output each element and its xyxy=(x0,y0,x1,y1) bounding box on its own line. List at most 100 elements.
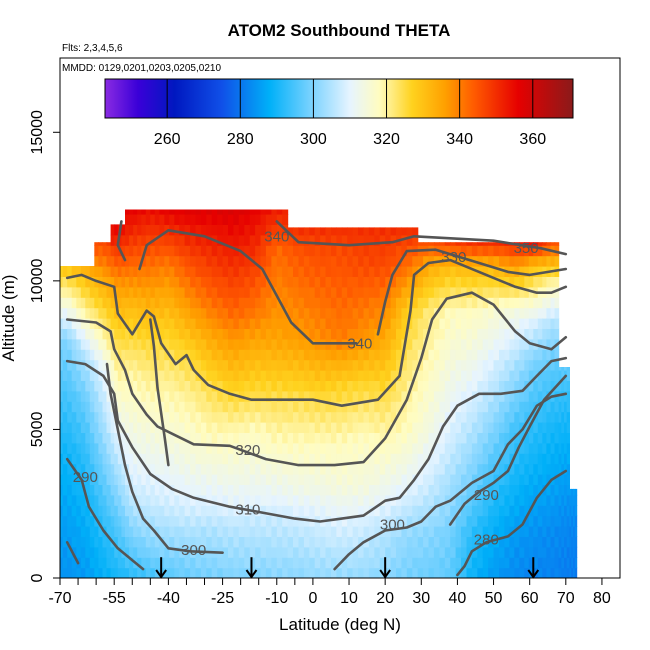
heatmap-cell xyxy=(129,276,134,288)
heatmap-cell xyxy=(455,380,462,392)
heatmap-cell xyxy=(195,224,202,236)
heatmap-cell xyxy=(412,328,419,340)
heatmap-cell xyxy=(129,359,134,371)
heatmap-cell xyxy=(287,359,294,371)
heatmap-cell xyxy=(461,515,467,527)
heatmap-cell xyxy=(564,536,568,548)
heatmap-cell xyxy=(293,567,299,578)
heatmap-cell xyxy=(184,370,191,381)
heatmap-cell xyxy=(200,536,207,548)
heatmap-cell xyxy=(320,227,327,236)
heatmap-cell xyxy=(265,494,272,506)
heatmap-cell xyxy=(368,234,375,246)
heatmap-cell xyxy=(558,463,562,475)
heatmap-cell xyxy=(200,390,207,402)
heatmap-cell xyxy=(184,255,191,267)
heatmap-cell xyxy=(363,328,370,340)
heatmap-cell xyxy=(325,411,332,423)
heatmap-cell xyxy=(89,536,95,548)
heatmap-cell xyxy=(385,390,392,402)
heatmap-cell xyxy=(298,474,305,485)
heatmap-cell xyxy=(347,567,354,578)
heatmap-cell xyxy=(573,526,576,537)
heatmap-cell xyxy=(195,526,202,537)
heatmap-cell xyxy=(110,557,115,569)
heatmap-cell xyxy=(561,515,565,527)
heatmap-cell xyxy=(106,463,112,475)
heatmap-cell xyxy=(179,370,186,381)
heatmap-cell xyxy=(303,401,310,413)
heatmap-cell xyxy=(363,557,370,569)
heatmap-cell xyxy=(554,276,560,288)
heatmap-cell xyxy=(504,245,510,257)
heatmap-cell xyxy=(379,227,386,236)
heatmap-cell xyxy=(499,432,505,444)
heatmap-cell xyxy=(110,276,115,288)
heatmap-cell xyxy=(488,432,495,444)
heatmap-cell xyxy=(450,286,457,298)
heatmap-cell xyxy=(546,494,552,506)
heatmap-cell xyxy=(466,390,473,402)
heatmap-cell xyxy=(341,307,348,319)
heatmap-cell xyxy=(255,286,262,298)
heatmap-cell xyxy=(228,276,234,288)
heatmap-cell xyxy=(150,286,156,298)
heatmap-cell xyxy=(533,307,539,319)
heatmap-cell xyxy=(102,484,108,496)
heatmap-cell xyxy=(542,328,547,340)
heatmap-cell xyxy=(401,227,408,236)
heatmap-cell xyxy=(211,318,218,329)
heatmap-cell xyxy=(352,245,359,257)
heatmap-cell xyxy=(89,349,95,361)
heatmap-cell xyxy=(455,255,462,267)
heatmap-cell xyxy=(217,307,224,319)
heatmap-cell xyxy=(466,505,473,517)
heatmap-cell xyxy=(164,463,170,475)
heatmap-cell xyxy=(129,245,134,257)
heatmap-cell xyxy=(260,328,267,340)
heatmap-cell xyxy=(271,380,278,392)
heatmap-cell xyxy=(482,359,489,371)
heatmap-cell xyxy=(233,349,240,361)
heatmap-cell xyxy=(406,536,413,548)
heatmap-cell xyxy=(276,536,283,548)
heatmap-cell xyxy=(546,526,552,537)
heatmap-cell xyxy=(154,276,160,288)
heatmap-cell xyxy=(67,453,73,465)
heatmap-cell xyxy=(303,328,310,340)
heatmap-cell xyxy=(524,515,530,527)
heatmap-cell xyxy=(519,380,525,392)
heatmap-cell xyxy=(314,227,321,236)
heatmap-cell xyxy=(499,411,505,423)
heatmap-cell xyxy=(293,359,299,371)
heatmap-cell xyxy=(509,536,515,548)
heatmap-cell xyxy=(71,286,77,298)
heatmap-cell xyxy=(320,286,327,298)
heatmap-cell xyxy=(504,359,510,371)
heatmap-cell xyxy=(303,442,310,454)
heatmap-cell xyxy=(390,328,397,340)
heatmap-cell xyxy=(524,349,530,361)
heatmap-cell xyxy=(352,453,359,465)
heatmap-cell xyxy=(488,338,495,350)
heatmap-cell xyxy=(129,401,134,413)
heatmap-cell xyxy=(222,224,229,236)
heatmap-cell xyxy=(325,307,332,319)
heatmap-cell xyxy=(179,318,186,329)
heatmap-cell xyxy=(309,328,316,340)
heatmap-cell xyxy=(569,494,572,506)
heatmap-cell xyxy=(114,276,119,288)
heatmap-cell xyxy=(71,515,77,527)
heatmap-cell xyxy=(238,546,245,558)
heatmap-cell xyxy=(374,307,381,319)
heatmap-cell xyxy=(363,318,370,329)
contour-label-280: 280 xyxy=(474,531,499,548)
heatmap-cell xyxy=(244,370,251,381)
heatmap-cell xyxy=(433,286,440,298)
heatmap-cell xyxy=(561,453,565,465)
heatmap-cell xyxy=(159,380,165,392)
heatmap-cell xyxy=(524,484,530,496)
heatmap-cell xyxy=(461,255,467,267)
heatmap-cell xyxy=(271,370,278,381)
heatmap-cell xyxy=(298,463,305,475)
